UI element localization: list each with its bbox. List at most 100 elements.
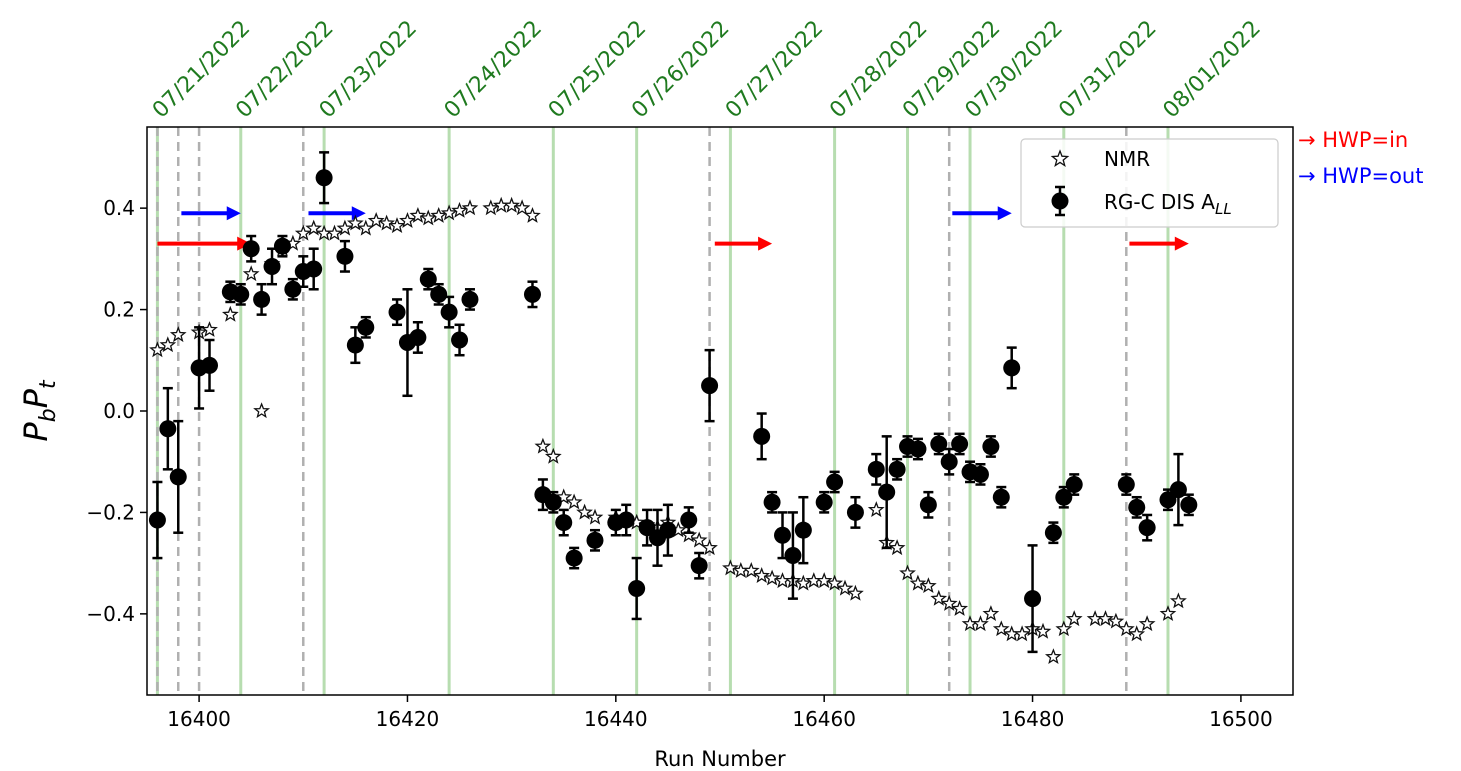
- dis-marker: [148, 511, 166, 529]
- legend-dis-label: RG-C DIS ALL: [1104, 190, 1232, 218]
- dis-point: [628, 556, 646, 621]
- dis-point: [305, 247, 323, 291]
- dis-marker: [523, 285, 541, 303]
- nmr-point: [1118, 620, 1135, 637]
- legend: NMR RG-C DIS ALL: [1020, 138, 1279, 228]
- nmr-point: [305, 219, 322, 236]
- nmr-point: [159, 336, 177, 353]
- nmr-point: [1128, 625, 1146, 642]
- dis-marker: [940, 453, 958, 471]
- dis-series: [148, 151, 1198, 654]
- dis-marker: [555, 514, 573, 532]
- dis-marker: [388, 303, 406, 321]
- legend-dis-label-prefix: RG-C DIS A: [1104, 190, 1215, 214]
- hwp-arrow-2: [308, 206, 366, 221]
- dis-marker: [815, 493, 833, 511]
- nmr-point: [253, 402, 271, 419]
- nmr-point: [930, 589, 948, 606]
- nmr-point: [1055, 620, 1073, 637]
- nmr-point: [482, 199, 500, 216]
- dis-point: [992, 485, 1010, 509]
- dis-marker: [763, 493, 781, 511]
- nmr-point: [795, 574, 812, 591]
- dis-point: [284, 277, 302, 301]
- nmr-point: [888, 539, 906, 556]
- nmr-point: [972, 615, 989, 632]
- plot-area: [148, 127, 1198, 695]
- legend-dis-dot: [1051, 192, 1069, 210]
- nmr-point: [367, 212, 385, 228]
- legend-nmr-marker: [1050, 149, 1070, 167]
- dis-marker: [1159, 491, 1177, 509]
- dis-marker: [1117, 476, 1135, 494]
- dis-marker: [440, 303, 458, 321]
- dis-point: [888, 457, 906, 481]
- dis-point: [1117, 473, 1135, 496]
- nmr-point: [357, 219, 375, 236]
- nmr-point: [378, 214, 395, 231]
- dis-marker: [1180, 496, 1198, 514]
- nmr-point: [1107, 612, 1125, 629]
- dis-marker: [451, 331, 469, 349]
- dis-point: [586, 528, 604, 552]
- y-axis-label: PbPt: [17, 379, 61, 442]
- dis-point: [940, 447, 958, 476]
- dis-point: [461, 288, 479, 311]
- nmr-point: [169, 326, 187, 343]
- dis-marker: [1169, 481, 1187, 499]
- y-tick-label: 0.2: [103, 298, 135, 322]
- legend-dis-marker: [1051, 185, 1069, 217]
- dis-point: [555, 508, 573, 537]
- dis-point: [201, 338, 219, 392]
- nmr-point: [1065, 610, 1083, 627]
- dis-point: [451, 323, 469, 357]
- dis-marker: [1044, 524, 1062, 542]
- nmr-point: [201, 321, 218, 337]
- nmr-point: [680, 526, 698, 543]
- hwp-arrow-head: [351, 206, 366, 221]
- nmr-point: [545, 447, 562, 464]
- nmr-point: [326, 224, 343, 241]
- nmr-point: [826, 574, 843, 591]
- x-tick-label: 16500: [1209, 707, 1273, 731]
- nmr-point: [951, 599, 969, 616]
- nmr-point: [576, 503, 593, 520]
- hwp-arrow-0: [157, 236, 252, 251]
- hwp-arrow-3: [714, 236, 773, 251]
- nmr-point: [565, 493, 583, 510]
- nmr-point: [763, 569, 781, 586]
- hwp-in-label: → HWP=in: [1298, 128, 1408, 152]
- nmr-point: [1034, 622, 1052, 639]
- dis-point: [982, 435, 1000, 458]
- dis-point: [846, 495, 864, 529]
- dis-marker: [1128, 498, 1146, 516]
- nmr-point: [909, 574, 927, 591]
- dis-marker: [638, 519, 656, 537]
- dis-point: [1065, 473, 1083, 496]
- y-axis-label-sub1: b: [36, 408, 61, 422]
- dis-point: [794, 495, 812, 565]
- dis-marker: [159, 420, 177, 438]
- x-axis-label: Run Number: [654, 747, 786, 771]
- dis-marker: [794, 521, 812, 539]
- nmr-point: [867, 501, 885, 518]
- dis-point: [419, 267, 437, 291]
- dis-point: [232, 282, 250, 306]
- legend-dis-label-sub: LL: [1215, 200, 1232, 218]
- legend-nmr-label: NMR: [1104, 147, 1150, 171]
- dis-marker: [617, 511, 635, 529]
- dis-marker: [680, 511, 698, 529]
- dis-marker: [867, 460, 885, 478]
- dis-marker: [346, 336, 364, 354]
- nmr-point: [1013, 625, 1031, 642]
- x-tick-label: 16420: [376, 707, 440, 731]
- nmr-point: [149, 341, 166, 358]
- dis-marker: [951, 435, 969, 453]
- dis-marker: [888, 460, 906, 478]
- nmr-point: [555, 488, 573, 505]
- nmr-point: [940, 594, 958, 611]
- dis-marker: [461, 290, 479, 308]
- dis-marker: [1024, 590, 1042, 608]
